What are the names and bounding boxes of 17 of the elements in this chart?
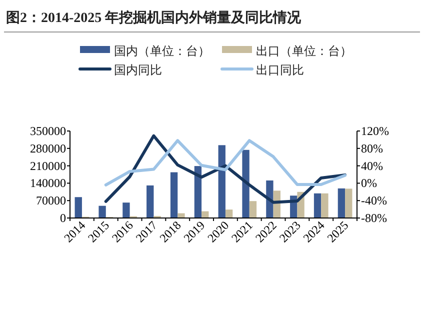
y2-tick-label: -80% xyxy=(361,211,387,225)
legend-label: 国内同比 xyxy=(114,63,162,77)
y-tick-label: 210000 xyxy=(30,158,66,173)
legend-label: 出口（单位：台） xyxy=(256,44,352,58)
y2-tick-label: 0% xyxy=(361,176,377,190)
y2-tick-label: 40% xyxy=(361,158,383,173)
legend-label: 国内（单位：台） xyxy=(114,44,210,58)
y2-tick-label: -40% xyxy=(361,194,387,208)
y-tick-label: 350000 xyxy=(30,124,66,138)
legend-label: 出口同比 xyxy=(256,63,304,77)
y-tick-label: 0 xyxy=(60,211,66,225)
y2-tick-label: 80% xyxy=(361,141,383,156)
y-tick-label: 140000 xyxy=(30,176,66,190)
y2-tick-label: 120% xyxy=(361,124,389,138)
y-tick-label: 280000 xyxy=(30,141,66,156)
chart-title: 图2：2014-2025 年挖掘机国内外销量及同比情况 xyxy=(6,10,302,26)
y-tick-label: 70000 xyxy=(36,194,66,208)
